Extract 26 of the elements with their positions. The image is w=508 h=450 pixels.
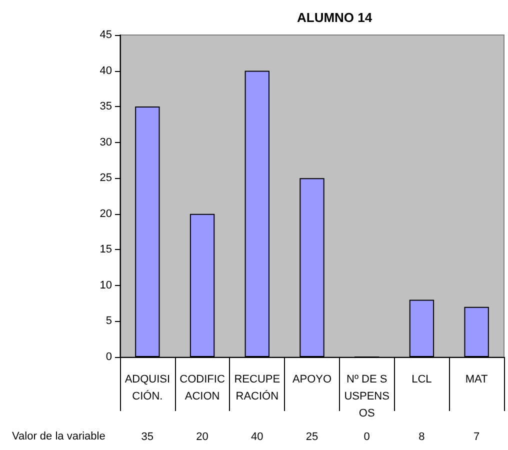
x-tick-label: APOYO [292,374,332,386]
y-tick-label: 40 [100,64,112,77]
y-tick-label: 30 [100,136,112,148]
data-label: 20 [196,431,208,443]
y-tick-label: 20 [100,208,112,220]
y-tick-label: 25 [100,172,112,184]
y-tick-label: 10 [100,279,112,292]
chart-title: ALUMNO 14 [297,10,373,25]
data-label: 40 [251,431,264,443]
data-label: 0 [364,431,370,443]
x-tick-label: Nº DE SUSPENSOS [344,374,390,420]
y-tick-label: 5 [106,315,112,328]
y-tick-label: 0 [106,351,112,363]
x-tick-label: RECUPERACIÓN [234,374,280,402]
y-tick-label: 15 [100,244,112,256]
data-label: 7 [474,431,480,443]
text: Valor de la variable [12,430,106,442]
y-tick-label: 45 [100,29,112,41]
data-label: 35 [141,431,154,443]
data-label: 25 [306,431,318,443]
x-tick-label: CODIFICACION [180,374,225,402]
x-tick-label: MAT [465,374,488,386]
x-tick-label: ADQUISICIÓN. [124,374,170,402]
y-tick-label: 35 [100,100,112,113]
x-tick-label: LCL [412,374,432,386]
data-label: 8 [418,431,425,443]
